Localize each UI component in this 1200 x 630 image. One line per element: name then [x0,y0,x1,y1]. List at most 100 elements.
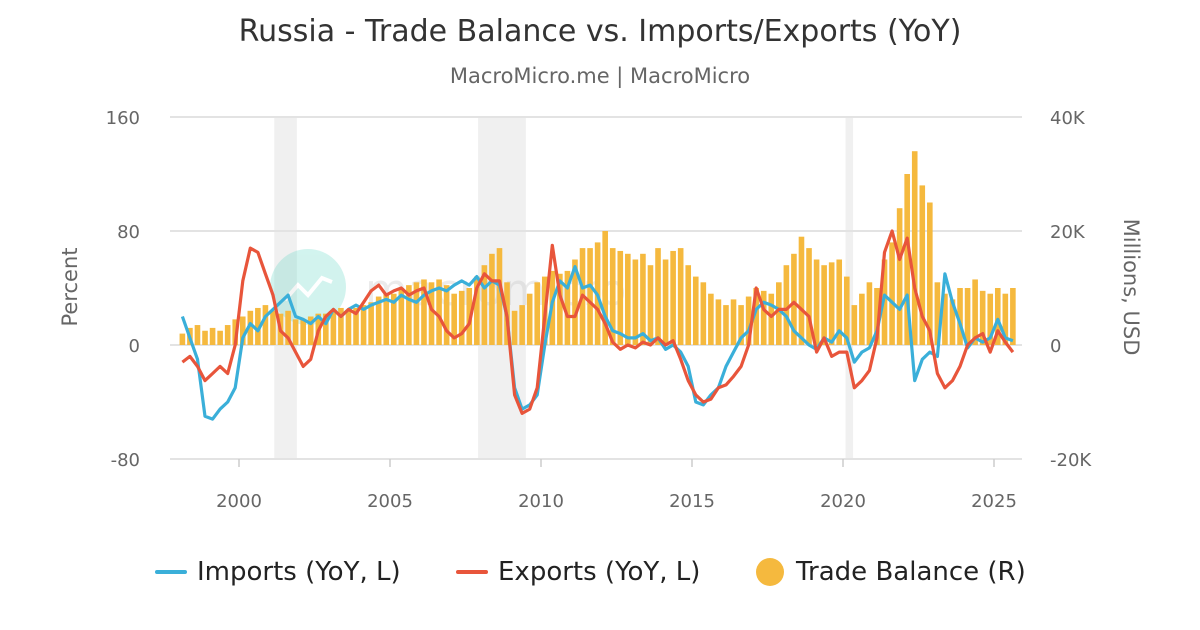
trade-balance-bar [557,273,563,345]
trade-balance-bar [300,319,306,345]
trade-balance-bar [972,279,978,345]
trade-balance-bar [443,285,450,345]
trade-balance-bar [828,262,835,345]
trade-balance-bar [345,310,352,345]
trade-balance-bar [776,282,782,345]
trade-balance-bar [768,293,775,345]
legend-item-trade-balance[interactable]: Trade Balance (R) [756,552,1026,592]
trade-balance-bar [353,307,359,345]
trade-balance-bar [738,305,744,345]
trade-balance-bar [904,174,910,345]
trade-balance-bar [866,282,873,345]
chart-title: Russia - Trade Balance vs. Imports/Expor… [238,14,962,49]
x-tick-label: 2010 [518,491,564,512]
trade-balance-bar [760,290,767,345]
y-left-tick-label: 160 [106,108,140,129]
trade-balance-bar [489,253,495,345]
trade-balance-bar [723,305,729,345]
trade-balance-bar [1002,293,1009,345]
trade-balance-bar [896,208,903,345]
trade-balance-bar [798,236,805,345]
trade-balance-bar [919,185,926,345]
trade-balance-bar [285,310,291,345]
trade-balance-bar [255,307,261,345]
legend-label-exports: Exports (YoY, L) [498,557,701,587]
x-tick-label: 2015 [669,491,715,512]
trade-balance-bar [564,270,571,345]
trade-balance-bar [647,265,654,345]
trade-balance-bar [209,327,216,345]
legend-item-exports[interactable]: Exports (YoY, L) [456,552,700,592]
trade-balance-bar [179,333,186,345]
trade-balance-bar [194,325,201,345]
trade-balance-bar [655,248,661,345]
trade-balance-dot-swatch [756,558,784,586]
trade-balance-bar [534,282,541,345]
trade-balance-bar [609,248,616,345]
y-left-tick-label: -80 [111,450,140,471]
trade-balance-bar [942,293,948,345]
trade-balance-bar [406,285,412,345]
legend-item-imports[interactable]: Imports (YoY, L) [155,552,401,592]
trade-balance-bar [383,293,390,345]
trade-balance-bar [911,151,918,345]
trade-balance-bar [262,305,269,345]
trade-balance-bar [927,202,933,345]
trade-balance-bar [519,305,525,345]
trade-balance-bar [390,293,397,345]
x-tick-label: 2000 [216,491,262,512]
trade-balance-bar [270,310,276,345]
trade-balance-bar [292,319,299,345]
y-left-axis-label: Percent [58,247,82,326]
trade-balance-bar [708,293,714,345]
trade-balance-bar [700,282,707,345]
trade-balance-bar [617,250,624,345]
trade-balance-bar [715,299,722,345]
trade-balance-bar [360,305,367,345]
trade-balance-bar [851,305,858,345]
trade-balance-bar [783,265,790,345]
trade-balance-bar [987,293,994,345]
trade-balance-bar [511,310,518,345]
trade-balance-bar [413,282,420,345]
y-right-tick-label: 0 [1050,336,1061,357]
trade-balance-bar [323,313,329,345]
trade-balance-bar [217,330,223,345]
trade-balance-bar [451,293,457,345]
trade-balance-bar [874,288,880,345]
trade-balance-bar [806,248,812,345]
trade-balance-bar [224,325,231,345]
trade-balance-bar [692,276,699,345]
legend-label-trade-balance: Trade Balance (R) [796,557,1026,587]
trade-balance-bar [843,276,850,345]
trade-balance-bar [791,253,797,345]
trade-balance-bar [602,231,608,345]
trade-balance-bar [338,307,344,345]
recession-shade [274,117,297,459]
trade-balance-bar [330,310,337,345]
trade-balance-bar [587,248,593,345]
trade-balance-bar [994,288,1001,345]
trade-balance-bar [685,265,692,345]
y-right-tick-label: 20K [1050,222,1086,243]
trade-balance-bar [368,302,374,345]
trade-balance-bar [821,265,827,345]
trade-balance-bar [398,288,405,345]
imports-line [180,265,1014,421]
exports-line [181,229,1015,415]
x-tick-label: 2025 [971,491,1017,512]
trade-balance-bar [496,248,503,345]
legend: Imports (YoY, L) Exports (YoY, L) Trade … [0,552,1200,592]
trade-balance-bar [889,242,895,345]
trade-balance-bar [964,288,971,345]
trade-balance-bar [662,259,669,345]
x-tick-label: 2005 [367,491,413,512]
trade-balance-bar [670,250,676,345]
trade-balance-bar [753,288,759,345]
y-right-axis-label: Millions, USD [1119,219,1143,356]
chart-subtitle: MacroMicro.me | MacroMicro [449,64,751,88]
trade-balance-bar [421,279,427,345]
trade-balance-bar [934,282,941,345]
trade-balance-bar [730,299,737,345]
